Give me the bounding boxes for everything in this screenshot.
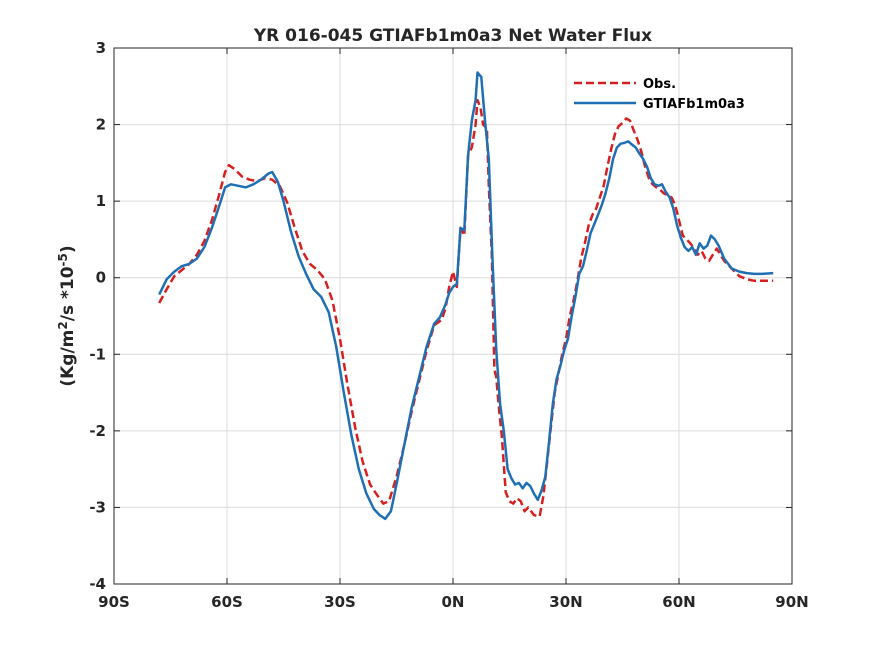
- x-tick-label: 30S: [324, 593, 356, 611]
- x-tick-label: 0N: [442, 593, 465, 611]
- y-tick-label: -1: [89, 345, 106, 363]
- y-tick-label: -4: [89, 575, 106, 593]
- y-tick-label: 2: [96, 116, 106, 134]
- legend-label-obs: Obs.: [643, 77, 676, 92]
- y-axis-ticks: -4 -3 -2 -1 0 1 2 3: [89, 39, 792, 593]
- series-line-model: [158, 71, 774, 521]
- data-series: [158, 71, 774, 521]
- x-tick-label: 60S: [211, 593, 243, 611]
- y-tick-label: -2: [89, 422, 106, 440]
- x-axis-ticks: 90S 60S 30S 0N 30N 60N 90N: [98, 48, 809, 611]
- legend-label-model: GTIAFb1m0a3: [643, 97, 745, 112]
- chart-title: YR 016-045 GTIAFb1m0a3 Net Water Flux: [253, 26, 652, 46]
- y-tick-label: -3: [89, 498, 106, 516]
- grid-lines: [114, 48, 792, 584]
- legend: Obs. GTIAFb1m0a3: [574, 77, 745, 112]
- y-axis-label: (Kg/m2/s *10-5): [56, 245, 78, 386]
- y-tick-label: 0: [96, 269, 106, 287]
- x-tick-label: 60N: [662, 593, 695, 611]
- y-tick-label: 3: [96, 39, 106, 57]
- y-tick-label: 1: [96, 192, 106, 210]
- x-tick-label: 90N: [775, 593, 808, 611]
- x-tick-label: 30N: [549, 593, 582, 611]
- series-line-obs: [158, 98, 774, 518]
- x-tick-label: 90S: [98, 593, 130, 611]
